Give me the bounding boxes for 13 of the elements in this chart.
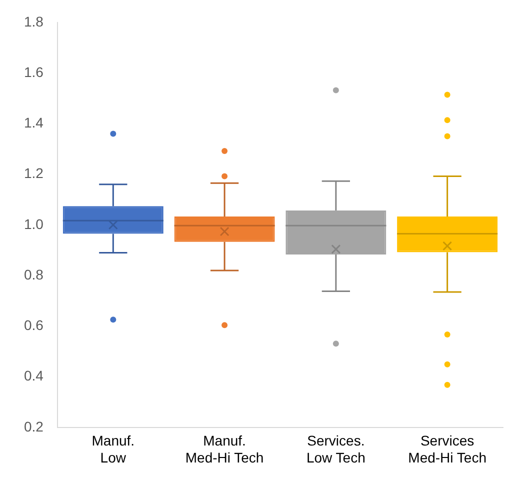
y-tick-label: 0.8 bbox=[24, 266, 44, 282]
y-tick-label: 1.2 bbox=[24, 165, 44, 182]
x-tick-label: Manuf. Low bbox=[92, 432, 135, 466]
y-tick-label: 1.6 bbox=[24, 64, 44, 80]
x-tick-label: Services. Low Tech bbox=[306, 432, 366, 466]
y-tick-label: 1.4 bbox=[24, 114, 44, 131]
y-tick-label: 1.8 bbox=[24, 13, 44, 30]
x-tick-label: Manuf. Med-Hi Tech bbox=[185, 432, 264, 466]
x-tick-label: Services Med-Hi Tech bbox=[408, 432, 486, 466]
y-tick-label: 0.6 bbox=[24, 317, 44, 334]
y-tick-label: 0.4 bbox=[24, 368, 44, 384]
y-tick-label: 1.0 bbox=[24, 216, 44, 232]
y-tick-label: 0.2 bbox=[24, 418, 44, 434]
